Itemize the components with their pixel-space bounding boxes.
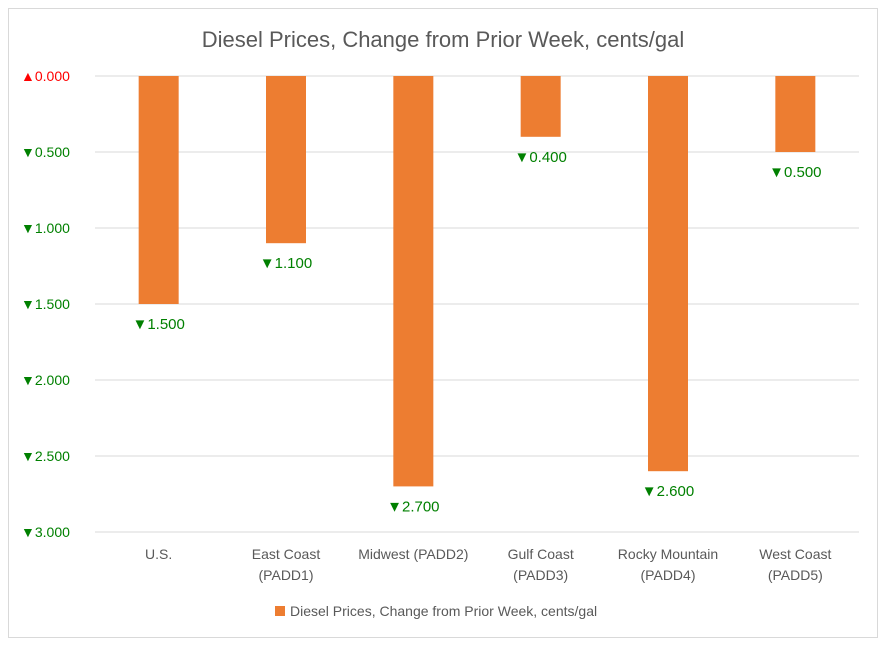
bar (520, 76, 561, 137)
data-labels: ▼1.500 ▼1.100 ▼2.700 ▼0.400 ▼2.600 ▼0.500 (132, 149, 821, 516)
bar (648, 76, 688, 472)
data-label: ▼2.700 (387, 498, 439, 515)
legend-label: Diesel Prices, Change from Prior Week, c… (290, 603, 597, 619)
x-tick-label: East Coast (252, 546, 321, 562)
y-tick-label: ▼0.500 (21, 144, 70, 160)
x-axis-categories: U.S. East Coast (PADD1) Midwest (PADD2) Gulf… (145, 546, 831, 583)
x-tick-label: (PADD3) (513, 567, 568, 583)
x-tick-label: (PADD4) (641, 567, 696, 583)
y-tick-label: ▼2.500 (21, 448, 70, 464)
data-label: ▼2.600 (642, 483, 694, 500)
chart-container: Diesel Prices, Change from Prior Week, c… (8, 8, 878, 638)
bars (138, 76, 816, 487)
legend: Diesel Prices, Change from Prior Week, c… (275, 603, 597, 619)
data-label: ▼0.400 (514, 149, 566, 166)
x-tick-label: (PADD5) (768, 567, 823, 583)
data-label: ▼1.500 (132, 316, 184, 333)
y-tick-label: ▲0.000 (21, 68, 70, 84)
data-label: ▼0.500 (769, 164, 821, 181)
y-tick-label: ▼3.000 (21, 524, 70, 540)
y-tick-label: ▼1.000 (21, 220, 70, 236)
x-tick-label: Gulf Coast (508, 546, 574, 562)
bar (138, 76, 179, 304)
bar (393, 76, 434, 487)
x-tick-label: West Coast (759, 546, 831, 562)
y-tick-label: ▼2.000 (21, 372, 70, 388)
y-axis-ticks: ▲0.000 ▼0.500 ▼1.000 ▼1.500 ▼2.000 ▼2.500 ▼3.0… (21, 68, 70, 540)
x-tick-label: Rocky Mountain (618, 546, 718, 562)
gridlines (95, 75, 859, 533)
x-tick-label: Midwest (PADD2) (358, 546, 468, 562)
bar (266, 76, 306, 244)
x-tick-label: U.S. (145, 546, 172, 562)
y-tick-label: ▼1.500 (21, 296, 70, 312)
chart-svg: Diesel Prices, Change from Prior Week, c… (21, 27, 859, 619)
data-label: ▼1.100 (260, 255, 312, 272)
legend-swatch (275, 606, 285, 616)
chart-title: Diesel Prices, Change from Prior Week, c… (202, 27, 685, 52)
x-tick-label: (PADD1) (259, 567, 314, 583)
bar (775, 76, 816, 152)
